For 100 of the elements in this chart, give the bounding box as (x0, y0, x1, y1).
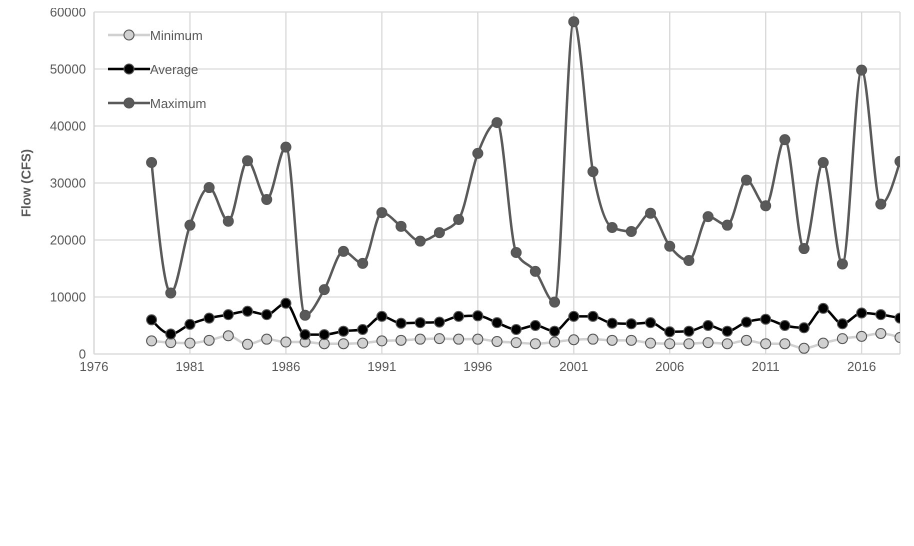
point (280, 336, 292, 348)
point (779, 320, 790, 331)
point (184, 318, 196, 330)
point (722, 326, 733, 337)
point (740, 334, 752, 346)
point (836, 333, 848, 344)
point (549, 336, 560, 348)
point (165, 288, 176, 299)
point (261, 334, 272, 345)
point (357, 258, 368, 269)
point (740, 316, 752, 328)
point (549, 296, 560, 308)
point (280, 298, 292, 309)
point (683, 255, 694, 266)
point (222, 216, 234, 227)
point (856, 307, 868, 318)
x-tick-label: 1991 (367, 359, 396, 374)
point (568, 310, 580, 322)
legend-label: Maximum (150, 96, 206, 110)
point (414, 317, 426, 328)
point (798, 322, 810, 334)
point (818, 156, 829, 168)
point (261, 194, 272, 206)
point (722, 220, 733, 231)
point (664, 338, 676, 350)
point (664, 326, 676, 338)
point (414, 236, 426, 247)
legend-label: Average (150, 62, 198, 76)
point (280, 142, 292, 153)
point (530, 266, 541, 277)
point (396, 220, 407, 232)
y-tick-label: 20000 (50, 232, 86, 248)
point (836, 318, 848, 330)
x-tick-label: 1976 (80, 359, 108, 374)
point (146, 335, 158, 346)
y-tick-label: 0 (78, 346, 86, 362)
point (414, 334, 426, 345)
y-axis-title: Flow (CFS) (18, 149, 34, 217)
point (664, 240, 676, 252)
x-tick-label: 1996 (463, 359, 492, 374)
point (184, 338, 196, 349)
point (760, 314, 772, 325)
point (606, 222, 618, 233)
point (396, 334, 407, 346)
point (338, 246, 349, 257)
point (184, 220, 196, 231)
point (300, 310, 311, 321)
point (626, 226, 637, 237)
point (568, 334, 580, 346)
point (568, 16, 580, 28)
y-tick-label: 10000 (50, 290, 86, 305)
point (510, 247, 522, 258)
point (702, 337, 714, 348)
point (453, 334, 464, 345)
point (492, 336, 502, 347)
point (875, 309, 886, 320)
point (606, 334, 618, 346)
point (338, 338, 349, 350)
point (146, 314, 158, 326)
x-tick-label: 1981 (175, 359, 204, 374)
point (222, 309, 234, 320)
point (318, 338, 330, 350)
point (587, 166, 598, 178)
point (875, 328, 886, 339)
point (472, 148, 484, 159)
y-tick-label: 40000 (50, 118, 86, 134)
y-tick-label: 50000 (50, 62, 86, 77)
point (146, 156, 158, 168)
point (645, 208, 656, 219)
point (242, 306, 254, 317)
point (472, 334, 484, 345)
point (376, 207, 388, 218)
point (530, 338, 541, 350)
point (261, 309, 272, 320)
point (683, 338, 694, 350)
point (434, 333, 445, 344)
point (702, 320, 714, 331)
point (818, 302, 829, 314)
point (453, 310, 464, 322)
point (510, 324, 522, 335)
point (856, 64, 868, 76)
point (357, 324, 368, 335)
point (318, 329, 330, 340)
point (645, 338, 656, 349)
point (300, 329, 311, 340)
point (760, 338, 772, 350)
x-tick-label: 2011 (752, 359, 780, 374)
point (434, 227, 445, 238)
x-tick-label: 2016 (847, 359, 876, 374)
point (836, 258, 848, 270)
point (242, 155, 254, 166)
point (165, 328, 176, 340)
point (740, 174, 752, 186)
point (338, 326, 349, 337)
point (818, 338, 829, 349)
point (204, 182, 215, 194)
point (434, 316, 445, 328)
point (702, 211, 714, 222)
point (626, 334, 637, 346)
y-tick-label: 30000 (50, 176, 86, 191)
